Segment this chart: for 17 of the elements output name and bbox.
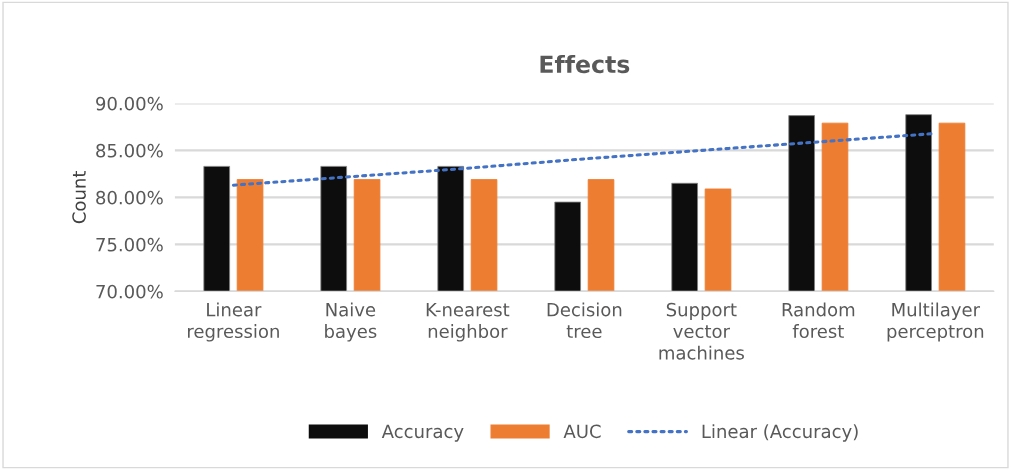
x-tick-label: Random forest xyxy=(782,302,855,339)
x-tick-label: Decision tree xyxy=(547,302,622,339)
x-tick-label: Linear regression xyxy=(188,302,279,342)
y-tick-label: 90.00% xyxy=(96,96,163,111)
x-tick-label: K-nearest neighbor xyxy=(426,303,510,342)
x-tick-label: Multilayer perceptron xyxy=(887,302,984,342)
legend-label: AUC xyxy=(563,424,601,439)
y-axis-title: Count xyxy=(72,171,86,224)
legend-label: Linear (Accuracy) xyxy=(702,424,858,442)
y-tick-label: 80.00% xyxy=(96,190,163,205)
chart-title: Effects xyxy=(540,54,630,74)
y-tick-label: 70.00% xyxy=(96,284,163,299)
legend-label: Accuracy xyxy=(381,424,464,442)
y-tick-label: 75.00% xyxy=(96,237,163,252)
x-tick-label: Support vector machines xyxy=(659,302,744,360)
x-tick-label: Naive bayes xyxy=(325,302,377,342)
y-tick-label: 85.00% xyxy=(96,143,163,158)
